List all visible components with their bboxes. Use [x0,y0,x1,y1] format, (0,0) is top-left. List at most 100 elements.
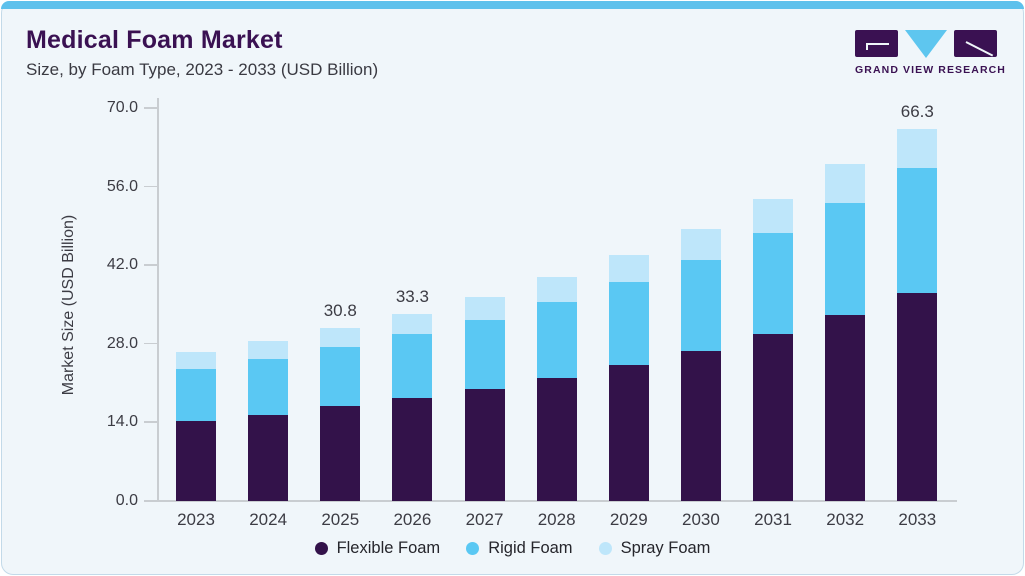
logo-g-glyph [866,43,889,45]
bar-segment-rigid-foam [825,203,866,315]
bar-segment-spray-foam [825,164,866,204]
logo-v-triangle-icon [905,30,947,58]
page-subtitle: Size, by Foam Type, 2023 - 2033 (USD Bil… [26,60,379,79]
y-tick-label: 70.0 [106,99,138,116]
bar-segment-flexible-foam [320,405,361,501]
bar-segment-spray-foam [897,128,938,169]
y-tick-mark [144,264,158,266]
bar-segment-flexible-foam [176,421,216,501]
bar-group-2031: 2031 [737,108,809,529]
y-axis-line [157,98,159,502]
x-tick-label: 2033 [898,510,937,529]
bar-stack [825,164,866,501]
bar-stack [392,314,433,501]
legend-swatch-icon [598,542,612,555]
bar-stack [536,276,577,501]
logo-r-glyph [965,41,994,57]
bar-segment-spray-foam [320,328,361,348]
bar-total-label: 30.8 [323,301,357,321]
bar-segment-flexible-foam [753,334,794,501]
bar-group-2033: 66.3 2033 [881,102,953,529]
x-tick-label: 2028 [537,510,576,529]
bar-segment-rigid-foam [897,168,938,293]
bar-group-2028: 2028 [521,108,593,529]
bar-segment-spray-foam [608,254,649,283]
bar-segment-rigid-foam [536,302,577,378]
card-top-accent [1,1,1024,9]
bar-segment-flexible-foam [897,292,938,501]
y-axis-title-wrap: Market Size (USD Billion) [59,108,79,501]
bar-group-2023: 2023 [160,108,232,529]
bar-segment-flexible-foam [825,314,866,501]
bar-segment-spray-foam [753,199,794,234]
legend-swatch-icon [314,542,328,555]
y-tick-label: 56.0 [106,177,138,195]
bar-segment-flexible-foam [392,398,433,501]
bar-total-label: 33.3 [395,287,429,307]
chart-legend: Flexible Foam Rigid Foam Spray Foam [2,539,1023,558]
y-axis-title: Market Size (USD Billion) [60,214,78,395]
legend-label: Spray Foam [620,539,711,557]
y-tick-mark [144,500,158,502]
bar-group-2026: 33.3 2026 [376,108,448,529]
legend-item-spray-foam: Spray Foam [598,539,711,558]
x-tick-label: 2031 [754,510,792,529]
grand-view-research-logo: GRAND VIEW RESEARCH [855,30,1006,76]
y-tick-label: 14.0 [106,413,138,431]
x-tick-label: 2029 [609,510,648,529]
legend-label: Flexible Foam [336,539,441,557]
x-tick-label: 2025 [321,510,360,529]
bar-group-2032: 2032 [809,108,881,529]
bar-stack [464,297,505,501]
bar-stack [753,199,794,501]
logo-text: GRAND VIEW RESEARCH [855,64,1006,76]
bar-total-label: 66.3 [900,101,934,121]
legend-item-flexible-foam: Flexible Foam [314,539,441,558]
bar-segment-rigid-foam [608,282,649,365]
bar-group-2024: 2024 [232,108,304,529]
y-tick-label: 42.0 [106,256,138,274]
y-tick-mark [144,421,158,423]
bar-stack [320,328,361,501]
bar-stack [248,340,289,501]
x-axis-line [157,500,957,502]
bar-segment-spray-foam [680,229,721,260]
x-tick-label: 2023 [177,510,215,529]
bar-segment-rigid-foam [176,368,216,422]
bar-stack [608,254,649,501]
bar-segment-spray-foam [248,340,289,359]
x-tick-label: 2026 [393,510,432,529]
bar-segment-rigid-foam [392,334,433,399]
bar-stack [680,229,721,501]
bar-segment-flexible-foam [608,364,649,501]
y-tick-label: 28.0 [106,334,138,352]
logo-g-glyph-stub [866,43,868,50]
bar-segment-rigid-foam [753,233,794,335]
x-tick-label: 2032 [826,510,865,529]
plot-area: Market Size (USD Billion) 0.0 14.0 28.0 42.… [60,98,957,529]
legend-label: Rigid Foam [488,539,573,557]
bar-group-2029: 2029 [593,108,665,529]
x-tick-label: 2030 [681,510,720,529]
logo-marks [855,30,997,58]
bar-stack [897,128,938,501]
bar-group-2030: 2030 [665,108,737,529]
bar-stack [176,352,216,501]
bar-segment-rigid-foam [320,347,361,406]
logo-r-block-icon [954,30,997,57]
x-tick-label: 2024 [249,510,288,529]
bar-segment-flexible-foam [536,378,577,501]
bar-group-2025: 30.8 2025 [304,108,376,529]
page-title: Medical Foam Market [26,26,283,54]
y-tick-mark [144,342,158,345]
bar-group-2027: 2027 [449,108,521,529]
legend-item-rigid-foam: Rigid Foam [466,539,573,558]
bar-segment-flexible-foam [680,351,721,501]
bar-segment-spray-foam [464,297,505,320]
legend-swatch-icon [466,542,480,555]
bar-segment-rigid-foam [680,259,721,352]
bar-segment-flexible-foam [248,414,289,501]
x-tick-label: 2027 [465,510,504,529]
bar-segment-spray-foam [392,314,433,335]
